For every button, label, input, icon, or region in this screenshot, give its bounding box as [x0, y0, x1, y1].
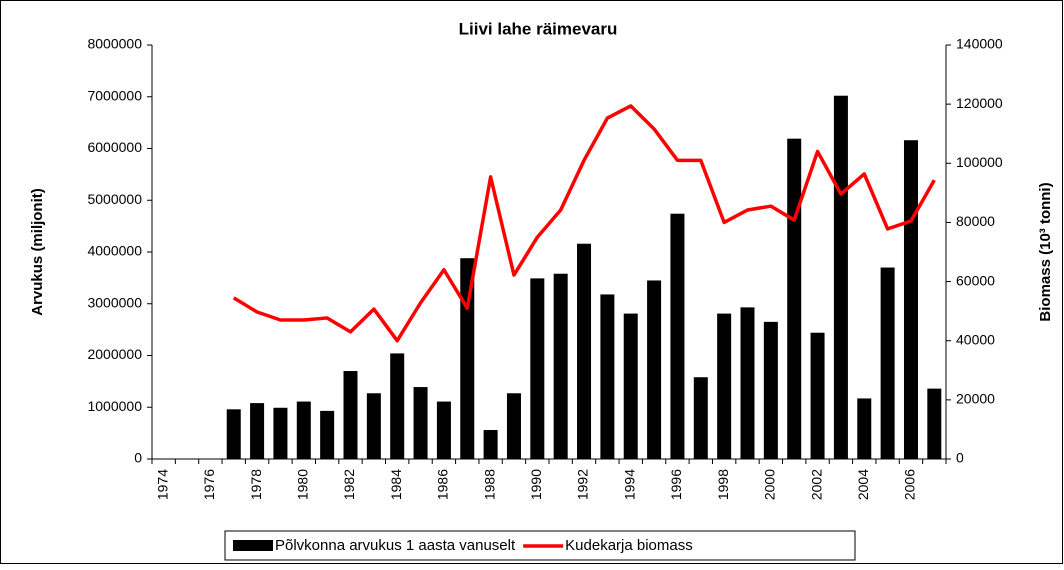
x-tick-label: 1994	[621, 469, 637, 500]
x-tick-label: 1986	[435, 469, 451, 500]
bar	[693, 377, 708, 459]
y-tick-label: 1000000	[87, 398, 142, 414]
bar	[506, 393, 521, 459]
x-tick-label: 1974	[154, 469, 170, 500]
bar	[343, 371, 358, 459]
bar	[880, 267, 895, 459]
y-tick-label: 3000000	[87, 294, 142, 310]
x-tick-label: 1990	[528, 469, 544, 500]
legend-swatch	[233, 540, 273, 551]
bar	[320, 410, 335, 459]
bar	[577, 243, 592, 459]
y2-tick-label: 140000	[956, 36, 1003, 52]
bar	[810, 332, 825, 459]
bar	[927, 388, 942, 459]
x-tick-label: 1978	[248, 469, 264, 500]
x-tick-label: 1988	[481, 469, 497, 500]
y-tick-label: 7000000	[87, 87, 142, 103]
x-tick-label: 2004	[855, 469, 871, 500]
x-tick-label: 1982	[341, 469, 357, 500]
bar	[647, 280, 662, 459]
bar	[226, 409, 241, 459]
line	[232, 104, 936, 343]
y2-axis-title: Biomass (10³ tonni)	[1037, 182, 1054, 321]
x-tick-label: 2002	[808, 469, 824, 500]
bar	[670, 213, 685, 459]
y2-tick-label: 0	[956, 450, 964, 466]
y2-tick-label: 120000	[956, 95, 1003, 111]
y-axis-title: Arvukus (miljonit)	[29, 188, 46, 316]
y2-tick-label: 60000	[956, 272, 995, 288]
y-tick-label: 6000000	[87, 139, 142, 155]
bar	[787, 138, 802, 460]
y2-tick-label: 40000	[956, 331, 995, 347]
bar	[273, 407, 288, 459]
bar	[763, 321, 778, 459]
bar	[366, 393, 381, 459]
legend-label: Põlvkonna arvukus 1 aasta vanuselt	[275, 537, 516, 554]
bar	[717, 313, 732, 459]
y-tick-label: 2000000	[87, 346, 142, 362]
y2-tick-label: 100000	[956, 154, 1003, 170]
bar	[600, 294, 615, 459]
y-tick-label: 8000000	[87, 36, 142, 52]
chart-title: Liivi lahe räimevaru	[459, 19, 618, 38]
y-tick-label: 0	[134, 450, 142, 466]
y-tick-label: 5000000	[87, 191, 142, 207]
bar	[460, 258, 475, 459]
bar	[623, 313, 638, 459]
y-tick-label: 4000000	[87, 243, 142, 259]
bar	[483, 430, 498, 459]
x-tick-label: 1984	[388, 469, 404, 500]
bar	[530, 278, 545, 459]
y2-tick-label: 80000	[956, 213, 995, 229]
bar	[296, 401, 311, 459]
x-tick-label: 1976	[201, 469, 217, 500]
x-tick-label: 1980	[294, 469, 310, 500]
bar	[857, 398, 872, 459]
legend-label: Kudekarja biomass	[565, 537, 693, 554]
y2-tick-label: 20000	[956, 391, 995, 407]
bar	[250, 403, 265, 459]
x-tick-label: 1996	[668, 469, 684, 500]
x-tick-label: 1998	[715, 469, 731, 500]
bar	[740, 307, 755, 459]
bar	[553, 273, 568, 459]
bar	[390, 353, 405, 459]
bar	[833, 95, 848, 459]
x-tick-label: 2006	[902, 469, 918, 500]
bar	[413, 387, 428, 459]
x-tick-label: 1992	[575, 469, 591, 500]
bar	[436, 401, 451, 459]
bar	[903, 140, 918, 459]
x-tick-label: 2000	[762, 469, 778, 500]
